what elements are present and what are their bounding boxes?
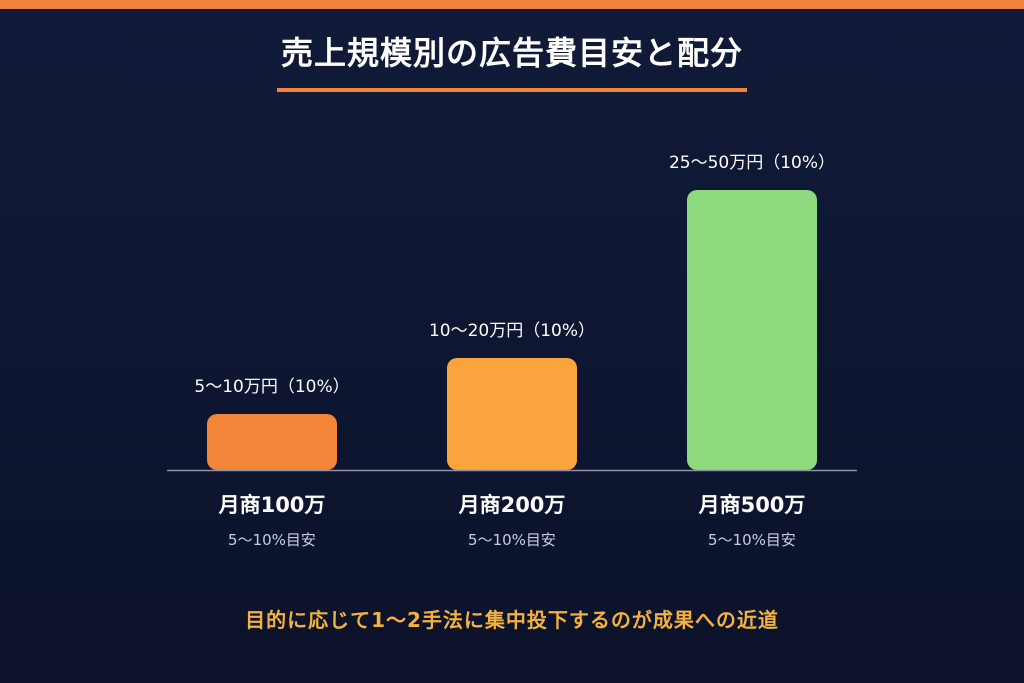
bar-2 [447,358,577,470]
category-label-3: 月商500万 [698,493,806,517]
category-label-1: 月商100万 [218,493,326,517]
title-container: 売上規模別の広告費目安と配分 [0,28,1024,92]
category-sublabel-1: 5〜10%目安 [228,531,316,549]
category-label-2: 月商200万 [458,493,566,517]
bar-3 [687,190,817,470]
category-sublabel-3: 5〜10%目安 [708,531,796,549]
bar-1 [207,414,337,470]
top-accent-bar [0,0,1024,9]
data-label-3: 25〜50万円（10%） [669,153,835,173]
footer-note: 目的に応じて1〜2手法に集中投下するのが成果への近道 [245,608,779,632]
data-label-2: 10〜20万円（10%） [429,321,595,341]
chart-title: 売上規模別の広告費目安と配分 [276,28,747,92]
category-sublabel-2: 5〜10%目安 [468,531,556,549]
data-label-1: 5〜10万円（10%） [194,377,349,397]
